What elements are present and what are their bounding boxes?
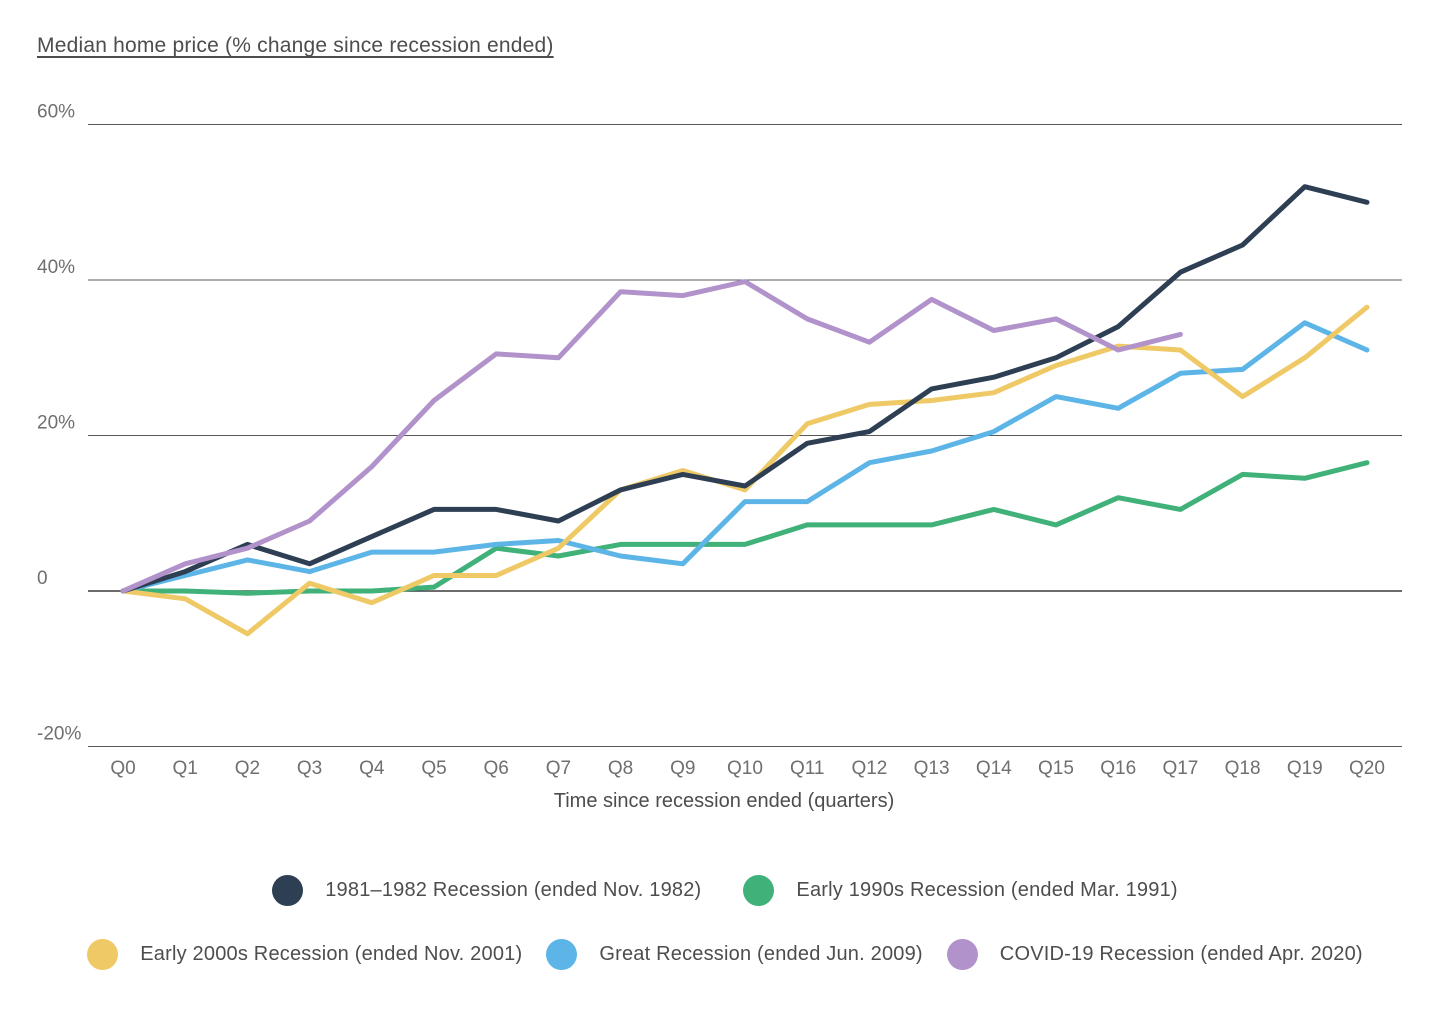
legend-swatch-icon bbox=[546, 939, 578, 970]
x-tick-label-Q10: Q10 bbox=[727, 758, 763, 779]
legend-label: Early 1990s Recession (ended Mar. 1991) bbox=[796, 879, 1178, 901]
x-tick-label-Q13: Q13 bbox=[914, 758, 950, 779]
legend-swatch-icon bbox=[272, 875, 304, 906]
x-axis-title: Time since recession ended (quarters) bbox=[554, 790, 895, 812]
series-line-1981-1982-recession-ended-nov-1982 bbox=[120, 184, 1370, 594]
legend-swatch-icon bbox=[946, 939, 978, 970]
legend-label: Great Recession (ended Jun. 2009) bbox=[599, 943, 923, 965]
legend-item-2: Early 2000s Recession (ended Nov. 2001) bbox=[87, 939, 522, 970]
line-chart: 60% 40% 20% 0 -20% Q0 Q1 Q2 Q3 Q4 Q5 Q6 Q7 Q8 Q9 Q10 Q11… bbox=[37, 102, 1402, 812]
legend-item-4: COVID-19 Recession (ended Apr. 2020) bbox=[946, 939, 1363, 970]
x-tick-label-Q7: Q7 bbox=[546, 758, 571, 779]
legend-row-1: 1981–1982 Recession (ended Nov. 1982) Ear… bbox=[0, 875, 1450, 906]
y-tick-label-20: 20% bbox=[37, 413, 75, 434]
legend-swatch-icon bbox=[87, 939, 119, 970]
y-tick-label-60: 60% bbox=[37, 102, 75, 123]
y-tick-label-0: 0 bbox=[37, 568, 48, 589]
series-line-early-2000s-recession-ended-nov-2001 bbox=[120, 304, 1370, 637]
legend-label: 1981–1982 Recession (ended Nov. 1982) bbox=[325, 879, 702, 901]
x-tick-label-Q14: Q14 bbox=[976, 758, 1012, 779]
x-tick-label-Q9: Q9 bbox=[670, 758, 695, 779]
legend-item-3: Great Recession (ended Jun. 2009) bbox=[546, 939, 923, 970]
x-tick-label-Q1: Q1 bbox=[173, 758, 198, 779]
x-tick-label-Q8: Q8 bbox=[608, 758, 633, 779]
y-tick-label-40: 40% bbox=[37, 257, 75, 278]
x-tick-label-Q11: Q11 bbox=[790, 758, 825, 779]
x-tick-label-Q5: Q5 bbox=[421, 758, 446, 779]
x-tick-label-Q18: Q18 bbox=[1225, 758, 1261, 779]
legend-item-1: Early 1990s Recession (ended Mar. 1991) bbox=[743, 875, 1178, 906]
chart-title: Median home price (% change since recess… bbox=[37, 34, 554, 57]
legend-label: Early 2000s Recession (ended Nov. 2001) bbox=[140, 943, 523, 965]
x-tick-label-Q3: Q3 bbox=[297, 758, 322, 779]
legend-item-0: 1981–1982 Recession (ended Nov. 1982) bbox=[272, 875, 701, 906]
x-tick-label-Q17: Q17 bbox=[1162, 758, 1198, 779]
x-tick-label-Q16: Q16 bbox=[1100, 758, 1136, 779]
legend-swatch-icon bbox=[743, 875, 775, 906]
legend-row-2: Early 2000s Recession (ended Nov. 2001) G… bbox=[0, 939, 1450, 970]
x-tick-label-Q20: Q20 bbox=[1349, 758, 1385, 779]
series-line-great-recession-ended-jun-2009 bbox=[120, 320, 1370, 594]
x-tick-label-Q6: Q6 bbox=[484, 758, 509, 779]
x-tick-label-Q0: Q0 bbox=[110, 758, 135, 779]
x-tick-label-Q12: Q12 bbox=[851, 758, 887, 779]
x-tick-label-Q19: Q19 bbox=[1287, 758, 1323, 779]
x-tick-label-Q15: Q15 bbox=[1038, 758, 1074, 779]
x-tick-label-Q4: Q4 bbox=[359, 758, 385, 779]
legend-label: COVID-19 Recession (ended Apr. 2020) bbox=[999, 943, 1363, 965]
x-tick-label-Q2: Q2 bbox=[235, 758, 260, 779]
series-line-covid-19-recession-ended-apr-2020 bbox=[120, 279, 1183, 594]
y-tick-label--20: -20% bbox=[37, 724, 81, 745]
